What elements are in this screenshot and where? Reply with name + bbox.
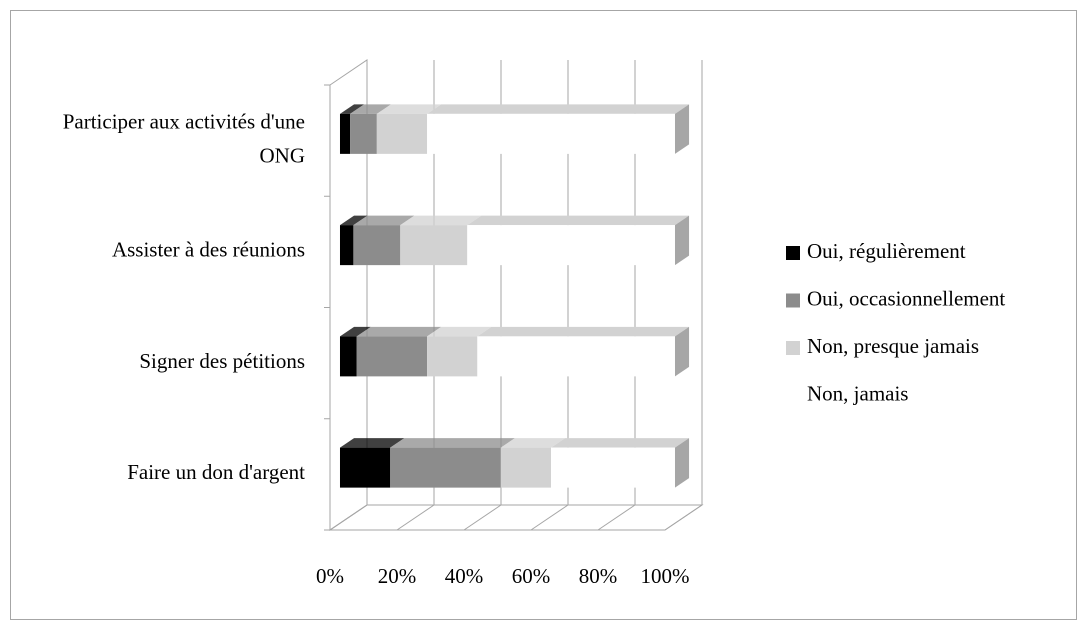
bar-end [674, 326, 690, 377]
x-tick-label: 100% [641, 564, 690, 588]
bar-segment [500, 438, 566, 488]
y-tick-label: Participer aux activités d'une ONG [63, 109, 305, 167]
bar-segment [551, 438, 690, 488]
bar-front [500, 447, 552, 488]
bar-top [339, 438, 405, 448]
y-tick-label: Faire un don d'argent [127, 460, 305, 484]
bar-front [376, 113, 428, 154]
bar-segment [339, 215, 368, 266]
y-tick-label: Signer des pétitions [139, 349, 305, 373]
bar-segment [356, 326, 442, 377]
x-tick-label: 80% [579, 564, 618, 588]
floor-line [329, 504, 368, 531]
legend-swatch [786, 293, 800, 308]
bar-front [477, 336, 675, 377]
x-tick-label: 40% [445, 564, 484, 588]
legend-label: Oui, régulièrement [807, 239, 966, 263]
legend-label: Non, presque jamais [807, 334, 979, 358]
bar-segment [427, 104, 690, 154]
floor-line [463, 504, 502, 531]
x-tick-label: 0% [316, 564, 344, 588]
bar-segment [467, 215, 690, 266]
bar-segment [353, 215, 415, 266]
bar-segment [339, 326, 371, 377]
floor-line [530, 504, 569, 531]
bar-front [427, 336, 478, 377]
bar-front [353, 225, 401, 266]
bar-front [339, 447, 391, 488]
bar-segment [400, 215, 482, 266]
bar-top [353, 215, 415, 226]
bar-front [551, 447, 675, 488]
floor-line [597, 504, 636, 531]
bar-top [467, 215, 690, 226]
bar-segment [376, 104, 442, 154]
bar-front [356, 336, 428, 377]
bar-top [356, 326, 442, 337]
bar-front [390, 447, 501, 488]
y-tick-label: Assister à des réunions [112, 238, 305, 262]
bar-front [350, 113, 377, 154]
bar-front [339, 225, 354, 266]
bar-end [674, 438, 690, 488]
bar-top [427, 326, 492, 337]
bar-segment [477, 326, 690, 377]
bar-segment [390, 438, 515, 488]
bar-top [427, 104, 690, 114]
legend-swatch [786, 388, 800, 403]
legend-swatch [786, 246, 800, 260]
label-line: Participer aux activités d'une [63, 109, 305, 133]
floor-line [396, 504, 435, 531]
bar-segment [350, 104, 391, 154]
label-line: ONG [260, 143, 306, 167]
x-tick-label: 60% [512, 564, 551, 588]
x-tick-label: 20% [378, 564, 417, 588]
bar-top [390, 438, 515, 448]
bar-segment [339, 104, 365, 154]
bar-top [350, 104, 391, 114]
legend-label: Oui, occasionnellement [807, 286, 1005, 310]
bar-top [339, 215, 368, 226]
chart-frame [10, 10, 1077, 620]
bar-end [674, 215, 690, 266]
bar-front [400, 225, 468, 266]
bar-front [339, 113, 351, 154]
bar-front [467, 225, 675, 266]
bar-top [339, 104, 365, 114]
bar-segment [339, 438, 405, 488]
bar-top [477, 326, 690, 337]
bar-end [674, 104, 690, 154]
legend-swatch [786, 341, 800, 355]
bar-top [376, 104, 442, 114]
bar-top [339, 326, 371, 337]
bar-front [427, 113, 675, 154]
floor-line [664, 504, 703, 531]
bar-front [339, 336, 357, 377]
bar-top [551, 438, 690, 448]
legend-label: Non, jamais [807, 381, 908, 405]
bar-top [500, 438, 566, 448]
bar-segment [427, 326, 492, 377]
bar-top [400, 215, 482, 226]
